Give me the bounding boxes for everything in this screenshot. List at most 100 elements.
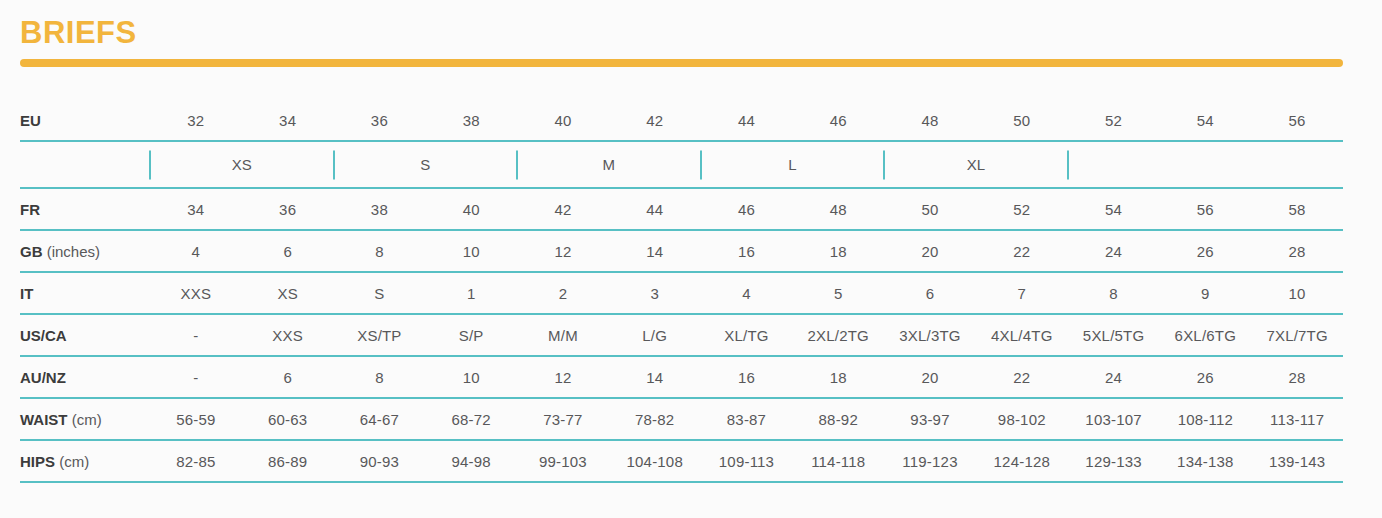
row-label-text: EU: [20, 112, 41, 129]
table-cell: 90-93: [334, 453, 426, 470]
row-label: FR: [20, 201, 150, 218]
table-row: WAIST (cm)56-5960-6364-6768-7273-7778-82…: [20, 399, 1343, 441]
table-cell: 20: [884, 369, 976, 386]
row-label: US/CA: [20, 327, 150, 344]
size-group: L: [701, 142, 885, 187]
table-cell: 12: [517, 243, 609, 260]
table-cell: 98-102: [976, 411, 1068, 428]
table-cell: 103-107: [1068, 411, 1160, 428]
table-cell: 5: [792, 285, 884, 302]
table-cell: 42: [517, 201, 609, 218]
size-group-divider: [516, 150, 518, 179]
table-cell: 26: [1159, 243, 1251, 260]
table-cell: 99-103: [517, 453, 609, 470]
table-cell: 18: [792, 243, 884, 260]
table-cell: 8: [334, 243, 426, 260]
table-cell: 50: [884, 201, 976, 218]
table-row: HIPS (cm)82-8586-8990-9394-9899-103104-1…: [20, 441, 1343, 483]
table-cell: 10: [425, 243, 517, 260]
table-cell: 20: [884, 243, 976, 260]
table-cell: 104-108: [609, 453, 701, 470]
table-row: US/CA-XXSXS/TPS/PM/ML/GXL/TG2XL/2TG3XL/3…: [20, 315, 1343, 357]
table-cell: 6: [242, 369, 334, 386]
table-cell: 113-117: [1251, 411, 1343, 428]
row-label: AU/NZ: [20, 369, 150, 386]
table-cell: 36: [334, 112, 426, 129]
row-label-text: IT: [20, 285, 33, 302]
size-group-divider: [333, 150, 335, 179]
size-group-label: XS: [232, 156, 252, 173]
table-cell: 16: [701, 369, 793, 386]
table-cell: -: [150, 369, 242, 386]
table-cell: 9: [1159, 285, 1251, 302]
row-label-unit: (cm): [68, 411, 102, 428]
table-cell: 34: [242, 112, 334, 129]
table-cell: 2: [517, 285, 609, 302]
table-cell: 119-123: [884, 453, 976, 470]
table-cell: 8: [334, 369, 426, 386]
table-cell: 108-112: [1159, 411, 1251, 428]
size-group: XL: [884, 142, 1068, 187]
table-row: AU/NZ-6810121416182022242628: [20, 357, 1343, 399]
size-group: M: [517, 142, 701, 187]
table-cell: 73-77: [517, 411, 609, 428]
table-cell: 3XL/3TG: [884, 327, 976, 344]
table-cell: 139-143: [1251, 453, 1343, 470]
size-group-divider: [1067, 150, 1069, 179]
table-cell: 34: [150, 201, 242, 218]
table-cell: XS/TP: [334, 327, 426, 344]
row-label: HIPS (cm): [20, 453, 150, 470]
table-cell: 94-98: [425, 453, 517, 470]
table-cell: 114-118: [792, 453, 884, 470]
table-cell: S/P: [425, 327, 517, 344]
table-cell: 38: [425, 112, 517, 129]
table-cell: 3: [609, 285, 701, 302]
table-row: FR34363840424446485052545658: [20, 189, 1343, 231]
table-cell: 38: [334, 201, 426, 218]
table-cell: 54: [1159, 112, 1251, 129]
table-cell: 4: [701, 285, 793, 302]
table-cell: 82-85: [150, 453, 242, 470]
table-cell: 48: [792, 201, 884, 218]
size-group: S: [334, 142, 518, 187]
table-cell: 22: [976, 243, 1068, 260]
table-cell: 56: [1159, 201, 1251, 218]
size-group-divider: [883, 150, 885, 179]
table-cell: 48: [884, 112, 976, 129]
table-cell: 52: [1068, 112, 1160, 129]
row-label-unit: (inches): [43, 243, 101, 260]
table-cell: 93-97: [884, 411, 976, 428]
table-cell: 50: [976, 112, 1068, 129]
table-cell: 129-133: [1068, 453, 1160, 470]
size-group-divider: [700, 150, 702, 179]
table-cell: 58: [1251, 201, 1343, 218]
table-cell: 52: [976, 201, 1068, 218]
table-cell: 2XL/2TG: [792, 327, 884, 344]
row-label: GB (inches): [20, 243, 150, 260]
table-cell: 16: [701, 243, 793, 260]
table-cell: 109-113: [701, 453, 793, 470]
table-row: GB (inches)46810121416182022242628: [20, 231, 1343, 273]
table-cell: 6XL/6TG: [1159, 327, 1251, 344]
table-cell: 6: [884, 285, 976, 302]
table-cell: 28: [1251, 243, 1343, 260]
table-cell: 32: [150, 112, 242, 129]
table-cell: 10: [425, 369, 517, 386]
table-cell: 5XL/5TG: [1068, 327, 1160, 344]
size-chart-page: BRIEFS EU32343638404244464850525456XSSML…: [0, 0, 1382, 483]
table-cell: 14: [609, 243, 701, 260]
table-cell: M/M: [517, 327, 609, 344]
row-label-text: WAIST: [20, 411, 68, 428]
table-cell: 56: [1251, 112, 1343, 129]
row-label-unit: (cm): [55, 453, 89, 470]
table-cell: 22: [976, 369, 1068, 386]
row-label-text: AU/NZ: [20, 369, 66, 386]
table-cell: 1: [425, 285, 517, 302]
size-group: XS: [150, 142, 334, 187]
row-label-text: HIPS: [20, 453, 55, 470]
row-label-text: GB: [20, 243, 43, 260]
table-cell: 8: [1068, 285, 1160, 302]
table-cell: 24: [1068, 369, 1160, 386]
table-cell: 7XL/7TG: [1251, 327, 1343, 344]
table-cell: 56-59: [150, 411, 242, 428]
